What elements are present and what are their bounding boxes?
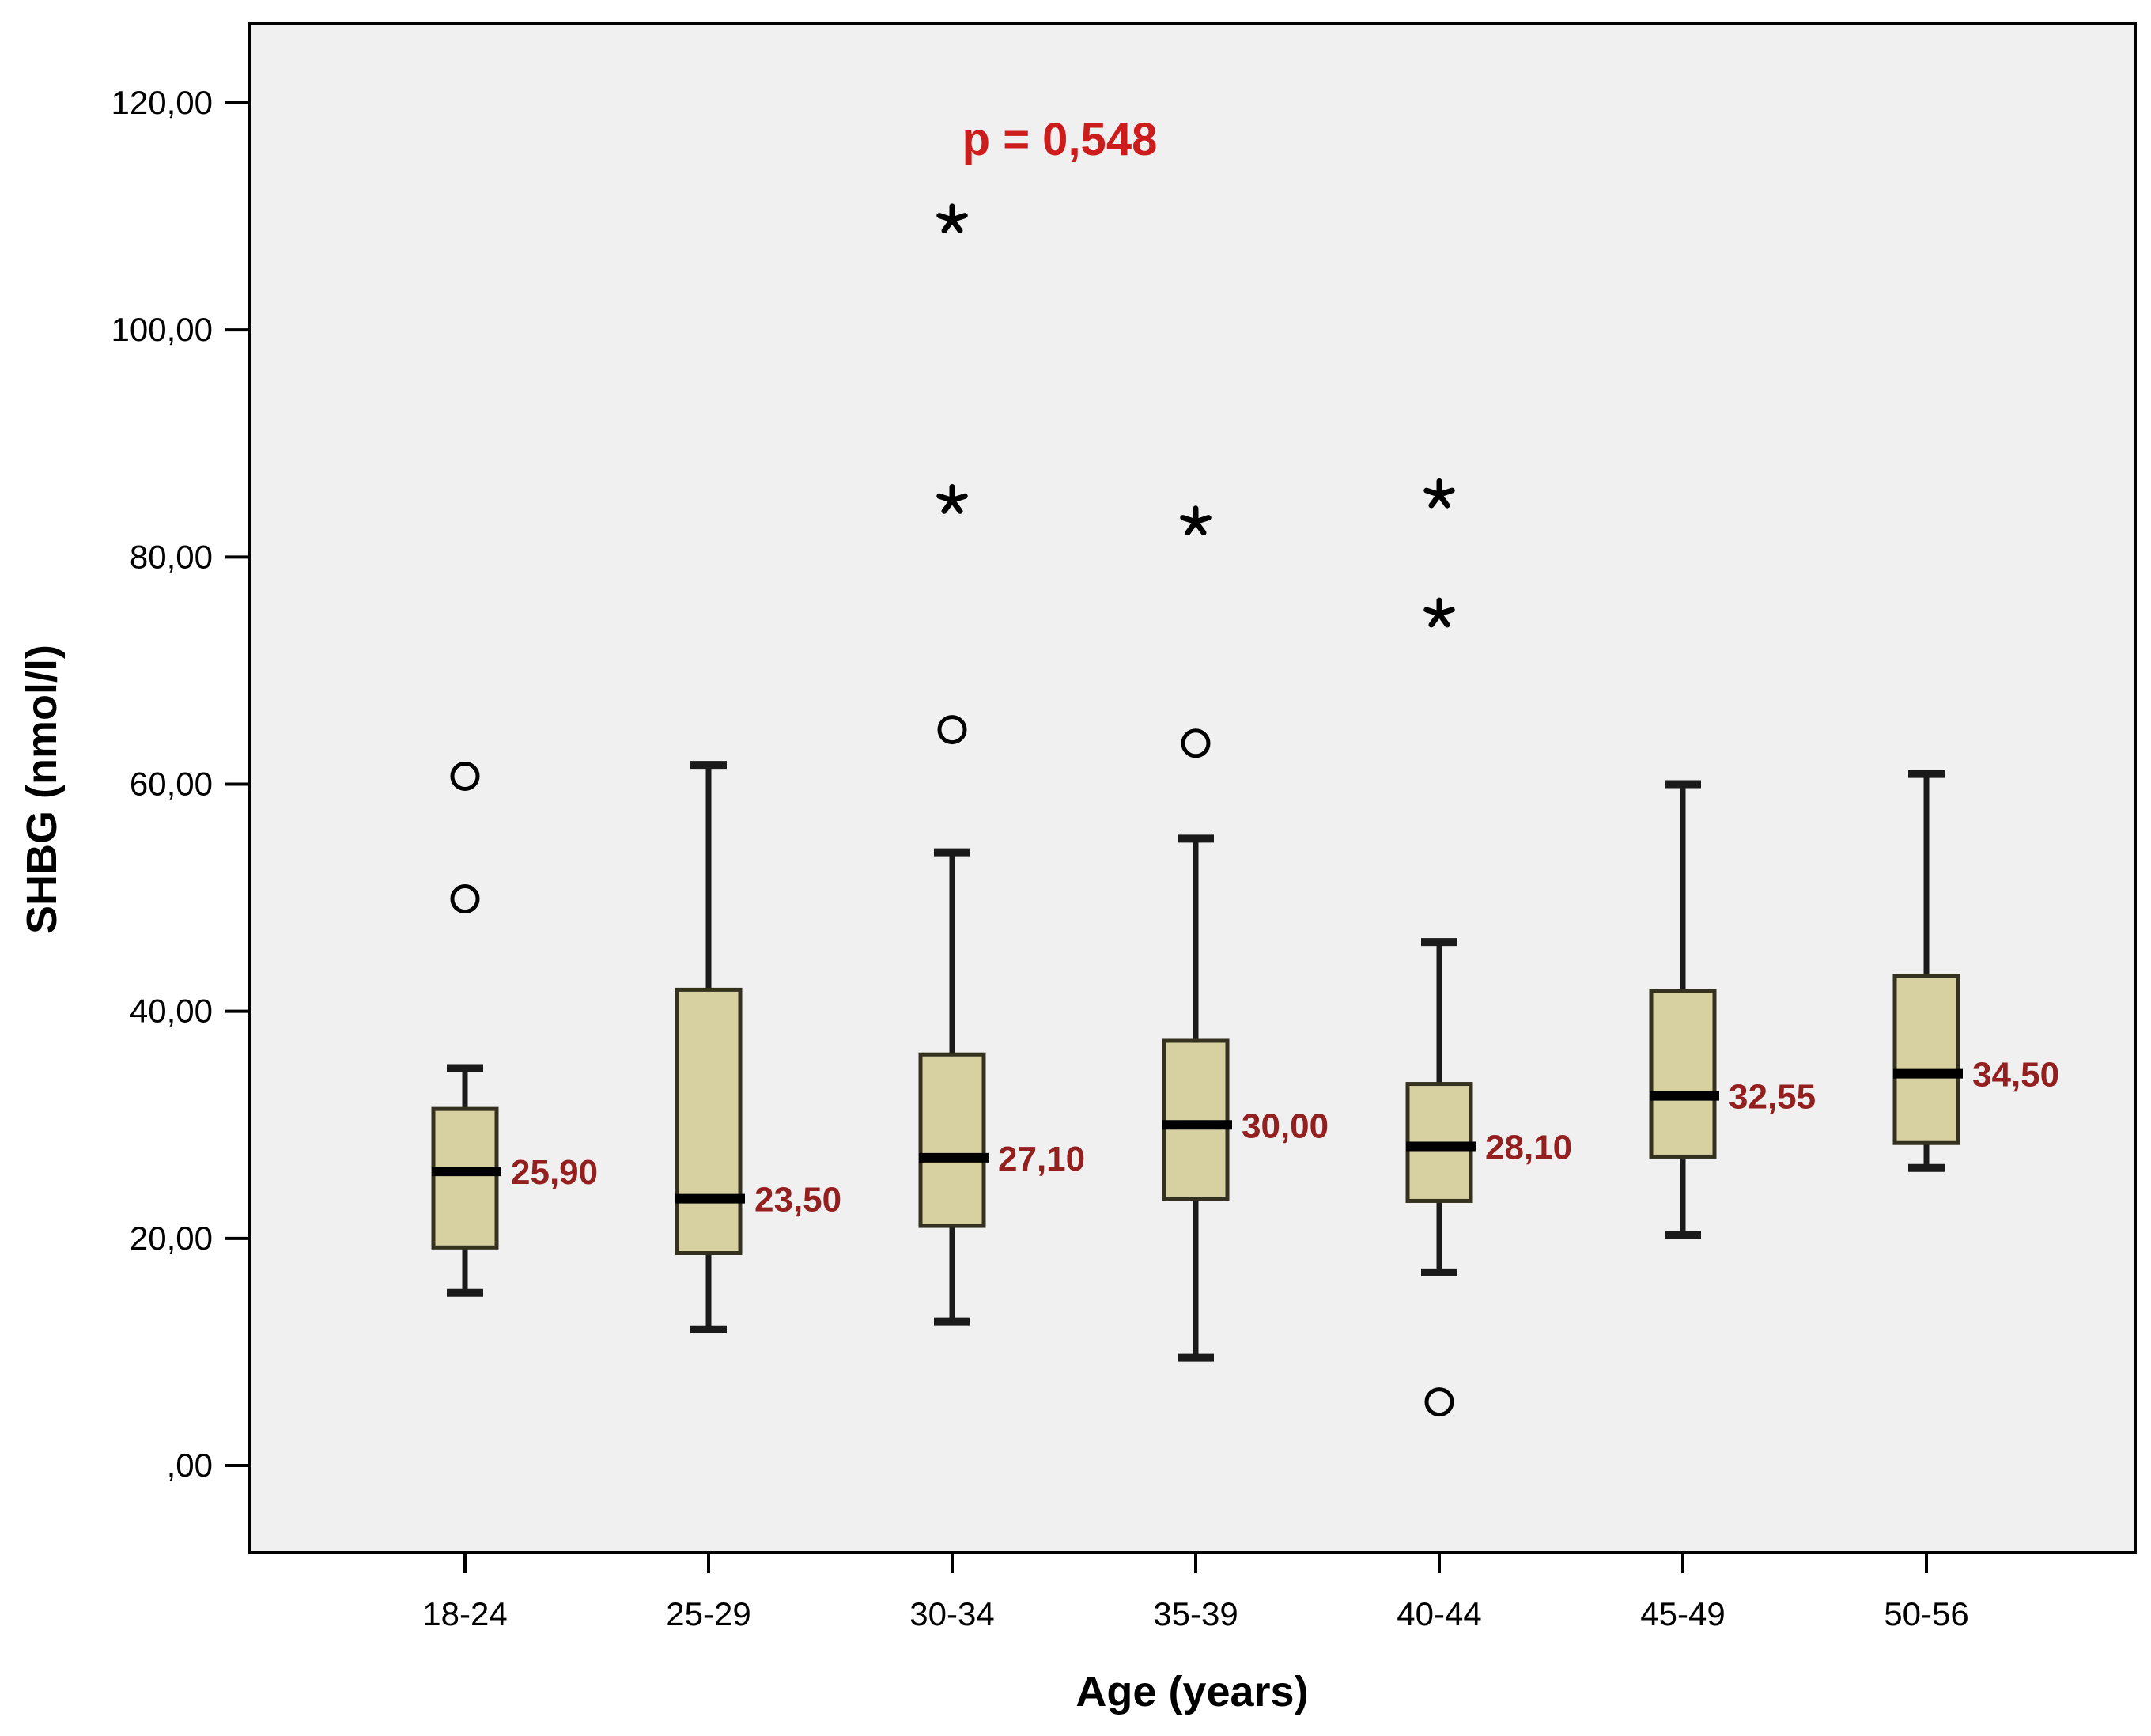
median-label: 30,00	[1242, 1106, 1329, 1145]
x-tick-label: 45-49	[1640, 1595, 1725, 1632]
x-tick-label: 25-29	[666, 1595, 750, 1632]
median-label: 25,90	[511, 1153, 598, 1192]
plot-area	[248, 22, 2137, 1554]
iqr-box	[431, 1106, 499, 1250]
y-tick-label: ,00	[167, 1447, 213, 1484]
boxplot-18-24: 25,90	[431, 761, 598, 1297]
extreme-asterisk	[936, 203, 968, 234]
iqr-box	[918, 1052, 986, 1228]
y-tick-label: 100,00	[112, 311, 213, 348]
outlier-circle	[450, 884, 480, 914]
iqr-box	[1162, 1038, 1230, 1201]
y-tick-label: 120,00	[112, 84, 213, 121]
x-tick-label: 40-44	[1397, 1595, 1481, 1632]
x-tick-label: 18-24	[422, 1595, 507, 1632]
extreme-asterisk	[936, 484, 968, 514]
outlier-circle	[1181, 728, 1211, 758]
extreme-asterisk	[1423, 478, 1455, 509]
x-tick-label: 50-56	[1884, 1595, 1968, 1632]
boxplot-30-34: 27,10	[918, 203, 1085, 1326]
median-label: 28,10	[1485, 1129, 1572, 1167]
y-tick-label: 80,00	[130, 538, 213, 575]
outlier-circle	[450, 761, 480, 791]
x-tick-label: 30-34	[909, 1595, 994, 1632]
y-tick-label: 40,00	[130, 993, 213, 1030]
outlier-circle	[937, 715, 967, 745]
median-label: 34,50	[1972, 1056, 2059, 1095]
boxplot-40-44: 28,10	[1405, 478, 1572, 1417]
x-tick-label: 35-39	[1153, 1595, 1238, 1632]
iqr-box	[1649, 989, 1717, 1159]
boxplot-45-49: 32,55	[1649, 780, 1816, 1239]
median-label: 32,55	[1729, 1078, 1816, 1117]
y-tick-label: 20,00	[130, 1220, 213, 1257]
median-label: 27,10	[998, 1140, 1085, 1178]
iqr-box	[675, 987, 743, 1255]
extreme-asterisk	[1180, 505, 1212, 536]
y-axis-title: SHBG (nmol/l)	[18, 645, 66, 934]
x-axis-title: Age (years)	[1076, 1668, 1309, 1715]
iqr-box	[1892, 974, 1960, 1145]
y-tick-label: 60,00	[130, 766, 213, 803]
p-value-annotation: p = 0,548	[962, 114, 1158, 165]
boxplot-25-29: 23,50	[675, 761, 841, 1333]
boxplot-50-56: 34,50	[1892, 770, 2059, 1172]
outlier-circle	[1424, 1387, 1454, 1417]
boxplot-35-39: 30,00	[1162, 505, 1329, 1362]
median-label: 23,50	[754, 1181, 841, 1220]
extreme-asterisk	[1423, 597, 1455, 628]
